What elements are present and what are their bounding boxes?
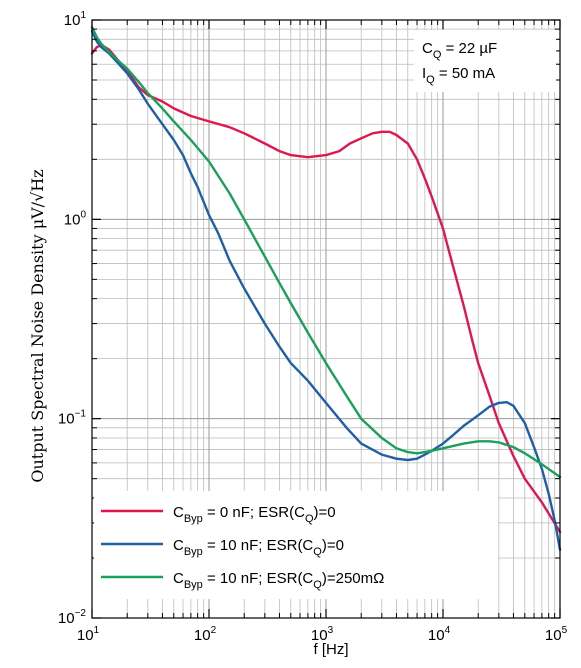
annotation-line-2: IQ = 50 mA: [422, 65, 495, 86]
y-tick-label: 10−2: [58, 608, 87, 627]
series-line-3: [90, 26, 562, 479]
y-tick-labels: 10−2 10−1 100 101: [58, 10, 87, 627]
x-tick-label: 104: [428, 625, 451, 644]
series-layer: [90, 26, 562, 551]
legend-label-1: CByp = 0 nF; ESR(CQ)=0: [173, 504, 336, 525]
annotation-line-1: CQ = 22 µF: [422, 40, 497, 61]
legend: CByp = 0 nF; ESR(CQ)=0 CByp = 10 nF; ESR(…: [94, 491, 498, 599]
tick-marks: [91, 19, 561, 619]
annotation-box: [414, 30, 556, 92]
legend-label-2: CByp = 10 nF; ESR(CQ)=0: [173, 537, 344, 558]
series-line-1: [90, 43, 562, 534]
legend-label-3: CByp = 10 nF; ESR(CQ)=250mΩ: [173, 570, 384, 591]
annotation: CQ = 22 µF IQ = 50 mA: [414, 30, 556, 92]
x-axis-label: f [Hz]: [313, 641, 348, 658]
x-tick-labels: 101 102 103 104 105: [77, 625, 568, 644]
y-tick-label: 10−1: [58, 409, 87, 428]
x-tick-label: 103: [311, 625, 334, 644]
x-tick-label: 101: [77, 625, 100, 644]
y-tick-label: 100: [64, 209, 87, 228]
y-tick-label: 101: [64, 10, 87, 29]
x-tick-label: 102: [194, 625, 217, 644]
y-axis-label: Output Spectral Noise Density μV/√Hz: [28, 169, 47, 482]
x-tick-label: 105: [545, 625, 568, 644]
series-line-2: [90, 29, 562, 551]
